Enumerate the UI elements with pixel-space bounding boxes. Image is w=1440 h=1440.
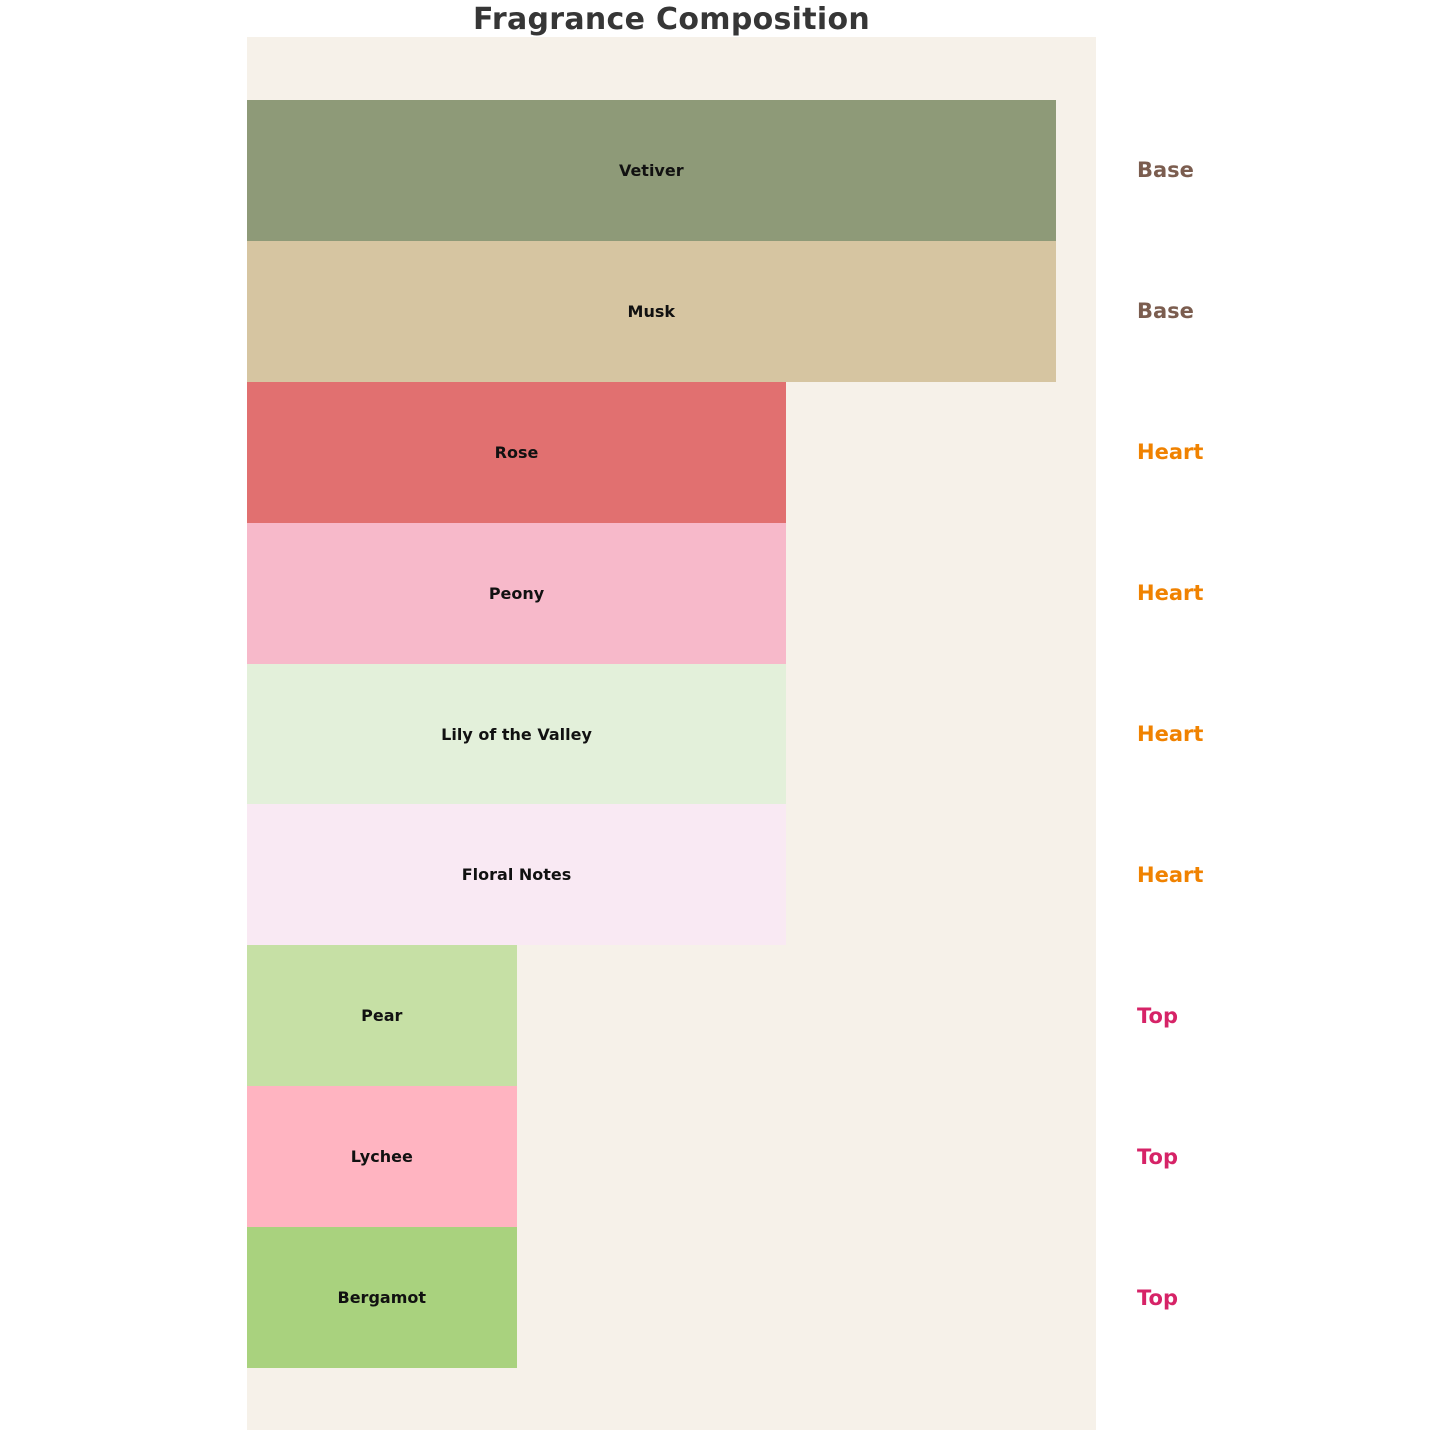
group-label-row: Heart (1137, 664, 1203, 805)
bar-label-lily-of-the-valley: Lily of the Valley (441, 724, 592, 744)
group-label-row: Base (1137, 241, 1203, 382)
bar-row-floral-notes: Floral Notes (247, 804, 1096, 946)
bar-label-rose: Rose (494, 442, 539, 462)
chart-title: Fragrance Composition (472, 2, 871, 37)
bar-row-pear: Pear (247, 945, 1096, 1087)
bar-rose: Rose (247, 381, 787, 523)
group-label-row: Top (1137, 945, 1203, 1086)
bar-row-lychee: Lychee (247, 1086, 1096, 1228)
bar-lychee: Lychee (247, 1086, 517, 1228)
bar-label-floral-notes: Floral Notes (461, 865, 572, 885)
bar-lily-of-the-valley: Lily of the Valley (247, 663, 787, 805)
bar-label-lychee: Lychee (350, 1147, 413, 1167)
bar-musk: Musk (247, 240, 1056, 382)
bar-row-lily-of-the-valley: Lily of the Valley (247, 663, 1096, 805)
bar-label-bergamot: Bergamot (337, 1288, 427, 1308)
bar-pear: Pear (247, 945, 517, 1087)
bar-vetiver: Vetiver (247, 100, 1056, 241)
group-label-row: Base (1137, 100, 1203, 241)
bar-row-musk: Musk (247, 240, 1096, 382)
plot-area: Vetiver Musk Rose Peony Lily of the Valley Fl… (247, 37, 1096, 1430)
group-label-heart: Heart (1137, 581, 1204, 606)
bar-label-pear: Pear (361, 1006, 403, 1026)
group-label-row: Top (1137, 1086, 1203, 1227)
bar-label-musk: Musk (627, 301, 676, 321)
bars-container: Vetiver Musk Rose Peony Lily of the Valley Fl… (247, 100, 1096, 1369)
group-label-row: Heart (1137, 382, 1203, 523)
group-label-base: Base (1137, 299, 1194, 324)
group-label-heart: Heart (1137, 862, 1204, 887)
group-label-row: Top (1137, 1227, 1203, 1368)
group-label-row: Heart (1137, 523, 1203, 664)
group-label-top: Top (1137, 1285, 1178, 1310)
bar-row-rose: Rose (247, 381, 1096, 523)
group-label-base: Base (1137, 158, 1194, 183)
group-label-heart: Heart (1137, 722, 1204, 746)
group-label-row: Heart (1137, 804, 1203, 945)
bar-row-vetiver: Vetiver (247, 100, 1096, 241)
bar-bergamot: Bergamot (247, 1227, 517, 1369)
bar-label-peony: Peony (488, 583, 545, 603)
bar-row-bergamot: Bergamot (247, 1227, 1096, 1369)
group-label-top: Top (1137, 1003, 1178, 1028)
bar-floral-notes: Floral Notes (247, 804, 787, 946)
group-label-heart: Heart (1137, 440, 1204, 465)
group-label-top: Top (1137, 1144, 1178, 1169)
group-labels-column: Base Base Heart Heart Heart Heart Top Top Top (1137, 100, 1203, 1368)
bar-peony: Peony (247, 522, 787, 664)
bar-row-peony: Peony (247, 522, 1096, 664)
bar-label-vetiver: Vetiver (618, 160, 684, 180)
